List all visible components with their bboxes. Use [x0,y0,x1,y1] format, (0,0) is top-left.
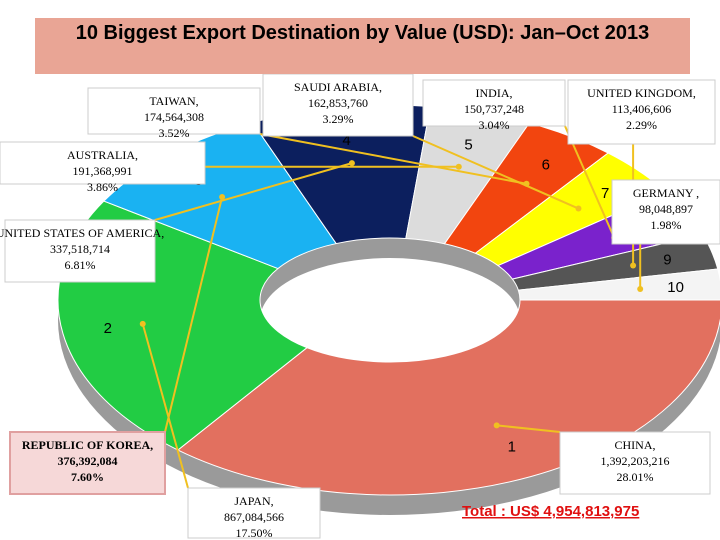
callout-percentage-labels: 6.81% [65,258,96,272]
callout-line [259,133,527,185]
callout-categories: GERMANY , [633,186,699,200]
callout-categories: CHINA, [615,438,656,452]
callout-dot [493,422,500,429]
callout-text: UNITED KINGDOM, 113,406,606 2.29% [587,86,696,132]
chart-title: 10 Biggest Export Destination by Value (… [35,18,690,74]
callout-percentage-labels: 7.60% [71,470,104,484]
callout-value-labels: 337,518,714 [50,242,110,256]
rank-label: 9 [663,252,671,269]
callout-box [87,87,261,135]
callout-text: INDIA, 150,737,248 3.04% [464,86,524,132]
callout-value-labels: 376,392,084 [58,454,118,468]
callout-line [412,135,579,210]
callout-value-labels: 162,853,760 [308,96,368,110]
callout-text: UNITED STATES OF AMERICA, 337,518,714 6.81… [0,226,164,272]
callout-box [611,179,720,245]
ring-hole-base [260,258,520,382]
callout-dot [637,285,644,292]
callout-box [262,73,414,137]
callout-percentage-labels: 3.86% [87,180,118,194]
callout-percentage-labels: 3.29% [323,112,354,126]
callout-percentage-labels: 3.52% [159,126,190,140]
rank-label: 6 [542,156,550,173]
callout-value-labels: 150,737,248 [464,102,524,116]
rank-label: 5 [464,136,472,153]
callout-dot [575,205,582,212]
callout-text: JAPAN, 867,084,566 17.50% [224,494,284,540]
callout-box [187,487,321,539]
callout-dot [455,163,462,170]
callout-value-labels: 191,368,991 [73,164,133,178]
total-label: Total : US$ 4,954,813,975 [462,503,639,520]
rank-label: 7 [601,185,609,202]
callout-percentage-labels: 2.29% [626,118,657,132]
callout-categories: TAIWAN, [149,94,198,108]
callout-percentage-labels: 17.50% [236,526,273,540]
callout-box [0,141,206,185]
callout-value-labels: 113,406,606 [612,102,672,116]
callout-box [9,431,166,495]
callout-box [422,79,566,127]
callout-text: GERMANY , 98,048,897 1.98% [633,186,699,232]
callout-text: AUSTRALIA, 191,368,991 3.86% [67,148,138,194]
rank-label: 4 [342,132,350,149]
callout-line [141,323,189,489]
callout-percentage-labels: 3.04% [479,118,510,132]
callout-dot [630,262,637,269]
callout-text: REPUBLIC OF KOREA, 376,392,084 7.60% [22,438,153,484]
callout-categories: SAUDI ARABIA, [294,80,382,94]
callout-categories: JAPAN, [234,494,273,508]
callout-box [4,219,156,283]
callout-line [496,424,561,433]
callout-line [564,125,616,239]
callout-percentage-labels: 1.98% [651,218,682,232]
callout-categories: UNITED STATES OF AMERICA, [0,226,164,240]
callout-line [154,162,353,221]
slice [517,268,720,301]
callout-value-labels: 1,392,203,216 [601,454,670,468]
rank-label: 10 [667,279,684,296]
callout-percentage-labels: 28.01% [617,470,654,484]
rank-label: 2 [104,320,112,337]
callout-categories: UNITED KINGDOM, [587,86,696,100]
callout-value-labels: 867,084,566 [224,510,284,524]
callout-box [567,79,716,145]
callout-box [559,431,711,495]
callout-text: CHINA, 1,392,203,216 28.01% [601,438,670,484]
callout-dot [219,194,226,201]
callout-dot [348,160,355,167]
callout-text: TAIWAN, 174,564,308 3.52% [144,94,204,140]
callout-categories: AUSTRALIA, [67,148,138,162]
callout-line [164,196,224,433]
callout-text: SAUDI ARABIA, 162,853,760 3.29% [294,80,382,126]
callout-value-labels: 174,564,308 [144,110,204,124]
callout-categories: REPUBLIC OF KOREA, [22,438,153,452]
callout-dot [139,320,146,327]
rank-label: 1 [508,438,516,455]
callout-categories: INDIA, [476,86,513,100]
callout-value-labels: 98,048,897 [639,202,693,216]
